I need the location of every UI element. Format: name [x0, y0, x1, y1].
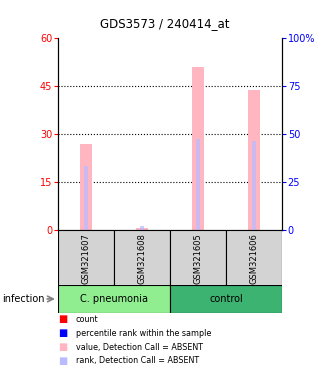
Bar [136, 228, 148, 230]
Bar [170, 285, 282, 313]
Text: GSM321607: GSM321607 [81, 233, 90, 284]
Bar [114, 230, 170, 286]
Text: value, Detection Call = ABSENT: value, Detection Call = ABSENT [76, 343, 203, 352]
Text: GDS3573 / 240414_at: GDS3573 / 240414_at [100, 17, 230, 30]
Bar [170, 230, 226, 286]
Bar [58, 285, 170, 313]
Text: control: control [209, 294, 243, 304]
Text: rank, Detection Call = ABSENT: rank, Detection Call = ABSENT [76, 356, 199, 366]
Bar [192, 67, 204, 230]
Text: count: count [76, 315, 99, 324]
Bar [248, 89, 260, 230]
Text: ■: ■ [58, 314, 67, 324]
Bar [252, 141, 256, 230]
Bar [226, 230, 282, 286]
Text: ■: ■ [58, 328, 67, 338]
Bar [83, 166, 88, 230]
Text: GSM321608: GSM321608 [137, 233, 147, 284]
Bar [196, 139, 200, 230]
Text: C. pneumonia: C. pneumonia [80, 294, 148, 304]
Bar [80, 144, 92, 230]
Text: GSM321606: GSM321606 [249, 233, 259, 284]
Bar [58, 230, 114, 286]
Text: ■: ■ [58, 342, 67, 352]
Text: ■: ■ [58, 356, 67, 366]
Text: infection: infection [2, 294, 44, 304]
Bar [140, 225, 144, 230]
Text: percentile rank within the sample: percentile rank within the sample [76, 329, 211, 338]
Text: GSM321605: GSM321605 [193, 233, 203, 284]
